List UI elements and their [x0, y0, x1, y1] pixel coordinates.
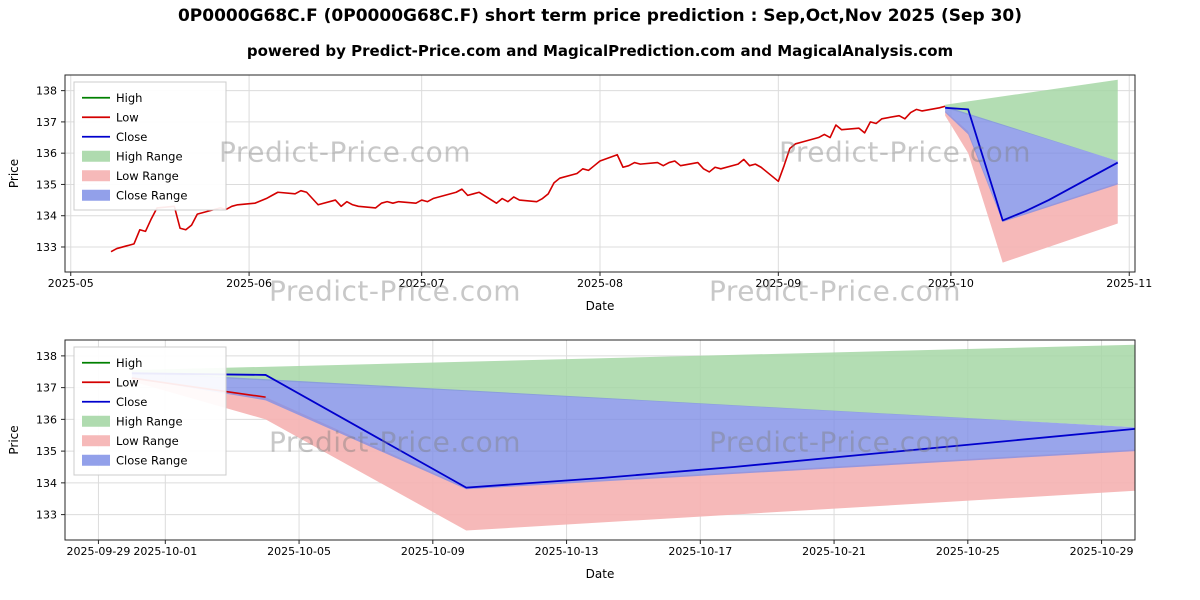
legend-label: Close — [116, 130, 147, 144]
x-tick-label: 2025-10-05 — [267, 545, 331, 558]
legend-label: High Range — [116, 414, 183, 428]
legend: High Low Close High Range Low Range Close Ran… — [73, 346, 227, 476]
history-and-prediction-chart: 2025-05 2025-06 2025-07 2025-08 2025-09 2025-… — [7, 74, 1152, 313]
x-tick-label: 2025-10-13 — [535, 545, 599, 558]
x-tick-label: 2025-10-25 — [936, 545, 1000, 558]
high-range-band — [945, 79, 1118, 161]
x-tick-label: 2025-09 — [755, 277, 801, 290]
legend-label: Low Range — [116, 169, 179, 183]
y-tick-label: 133 — [36, 509, 57, 522]
y-tick-label: 134 — [36, 210, 57, 223]
legend-label: Low — [116, 375, 139, 389]
x-tick-label: 2025-07 — [399, 277, 445, 290]
x-tick-label: 2025-10-17 — [668, 545, 732, 558]
plot-border — [64, 339, 1136, 541]
y-tick-label: 138 — [36, 350, 57, 363]
y-tick-label: 135 — [36, 445, 57, 458]
y-tick-label: 136 — [36, 413, 57, 426]
x-tick-label: 2025-06 — [226, 277, 272, 290]
x-axis-label: Date — [586, 567, 615, 581]
legend-patch-swatch — [82, 435, 110, 447]
legend-label: High Range — [116, 149, 183, 163]
legend-label: Close — [116, 395, 147, 409]
y-tick-label: 138 — [36, 85, 57, 98]
x-tick-label: 2025-10 — [928, 277, 974, 290]
legend-label: Low — [116, 110, 139, 124]
x-tick-label: 2025-10-01 — [133, 545, 197, 558]
y-tick-label: 133 — [36, 241, 57, 254]
close-prediction-line — [945, 106, 1119, 222]
legend: High Low Close High Range Low Range Close Ran… — [73, 81, 227, 211]
legend-label: Close Range — [116, 453, 187, 467]
y-axis-label: Price — [7, 425, 21, 454]
chart-title: 0P0000G68C.F (0P0000G68C.F) short term p… — [177, 6, 1023, 26]
close-prediction-line — [131, 372, 1136, 489]
legend-label: Low Range — [116, 434, 179, 448]
close-range-band — [945, 106, 1118, 222]
y-tick-label: 137 — [36, 116, 57, 129]
prediction-zoom-chart: 2025-09-29 2025-10-01 2025-10-05 2025-10-09… — [7, 339, 1136, 581]
x-tick-label: 2025-11 — [1106, 277, 1152, 290]
legend-label: High — [116, 356, 142, 370]
x-tick-label: 2025-10-09 — [401, 545, 465, 558]
x-tick-label: 2025-10-29 — [1070, 545, 1134, 558]
y-tick-label: 137 — [36, 382, 57, 395]
x-tick-label: 2025-09-29 — [66, 545, 130, 558]
legend-patch-swatch — [82, 189, 110, 201]
x-tick-label: 2025-08 — [577, 277, 623, 290]
y-axis-label: Price — [7, 159, 21, 188]
close-range-band — [131, 371, 1135, 490]
chart-subtitle: powered by Predict-Price.com and Magical… — [246, 42, 954, 60]
low-range-band — [131, 376, 1135, 531]
low-range-band — [945, 110, 1118, 263]
legend-box — [73, 81, 227, 211]
x-tick-label: 2025-10-21 — [802, 545, 866, 558]
legend-patch-swatch — [82, 415, 110, 427]
legend-patch-swatch — [82, 454, 110, 466]
y-tick-label: 135 — [36, 178, 57, 191]
low-history-line — [110, 105, 946, 253]
y-tick-label: 134 — [36, 477, 57, 490]
legend-patch-swatch — [82, 170, 110, 182]
legend-label: Close Range — [116, 188, 187, 202]
legend-label: High — [116, 91, 142, 105]
high-range-band — [131, 344, 1135, 428]
legend-patch-swatch — [82, 150, 110, 162]
legend-box — [73, 346, 227, 476]
x-tick-label: 2025-05 — [48, 277, 94, 290]
x-axis-label: Date — [586, 299, 615, 313]
y-tick-label: 136 — [36, 147, 57, 160]
